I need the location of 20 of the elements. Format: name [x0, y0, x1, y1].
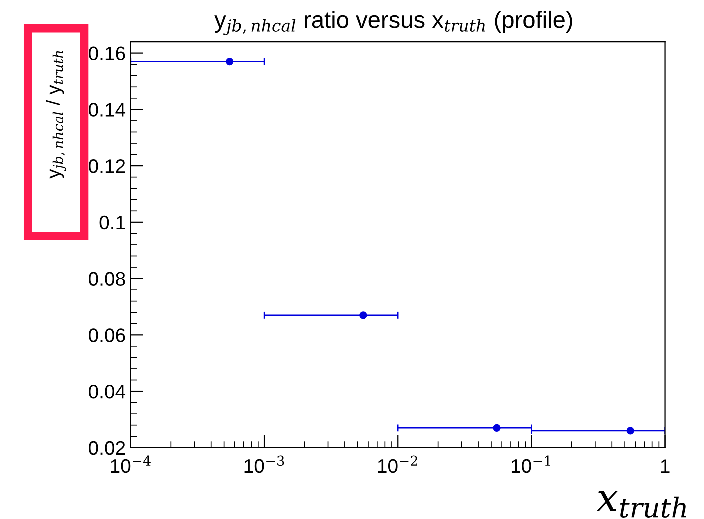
chart-title: y$_{jb,nhcal}$ ratio versus x$_{truth}$ (profile) — [214, 10, 572, 36]
x-axis-title: x$_{truth}$ — [596, 491, 686, 518]
x-tick-label: 10$^{−2}$ — [378, 456, 418, 474]
y-tick-label: 0.1 — [100, 216, 126, 230]
y-tick-label: 0.02 — [89, 441, 126, 456]
y-tick-label: 0.08 — [89, 272, 126, 286]
y-tick-label: 0.12 — [89, 160, 126, 174]
point — [360, 312, 368, 320]
y-tick-label: 0.06 — [89, 328, 126, 342]
point — [493, 424, 501, 432]
y-tick-label: 0.16 — [89, 46, 126, 61]
y-tick-label: 0.14 — [89, 103, 126, 117]
x-tick-label: 10$^{−3}$ — [244, 456, 284, 474]
y-tick-label: 0.04 — [89, 384, 126, 399]
y-axis-title: y$_{jb,nhcal}$ / y$_{truth}$ — [46, 51, 66, 179]
x-tick-label: 10$^{−1}$ — [512, 456, 550, 474]
x-tick-label: 10$^{−4}$ — [111, 456, 151, 474]
point — [626, 427, 634, 435]
point — [226, 58, 234, 66]
x-tick-label: 1 — [661, 460, 670, 474]
